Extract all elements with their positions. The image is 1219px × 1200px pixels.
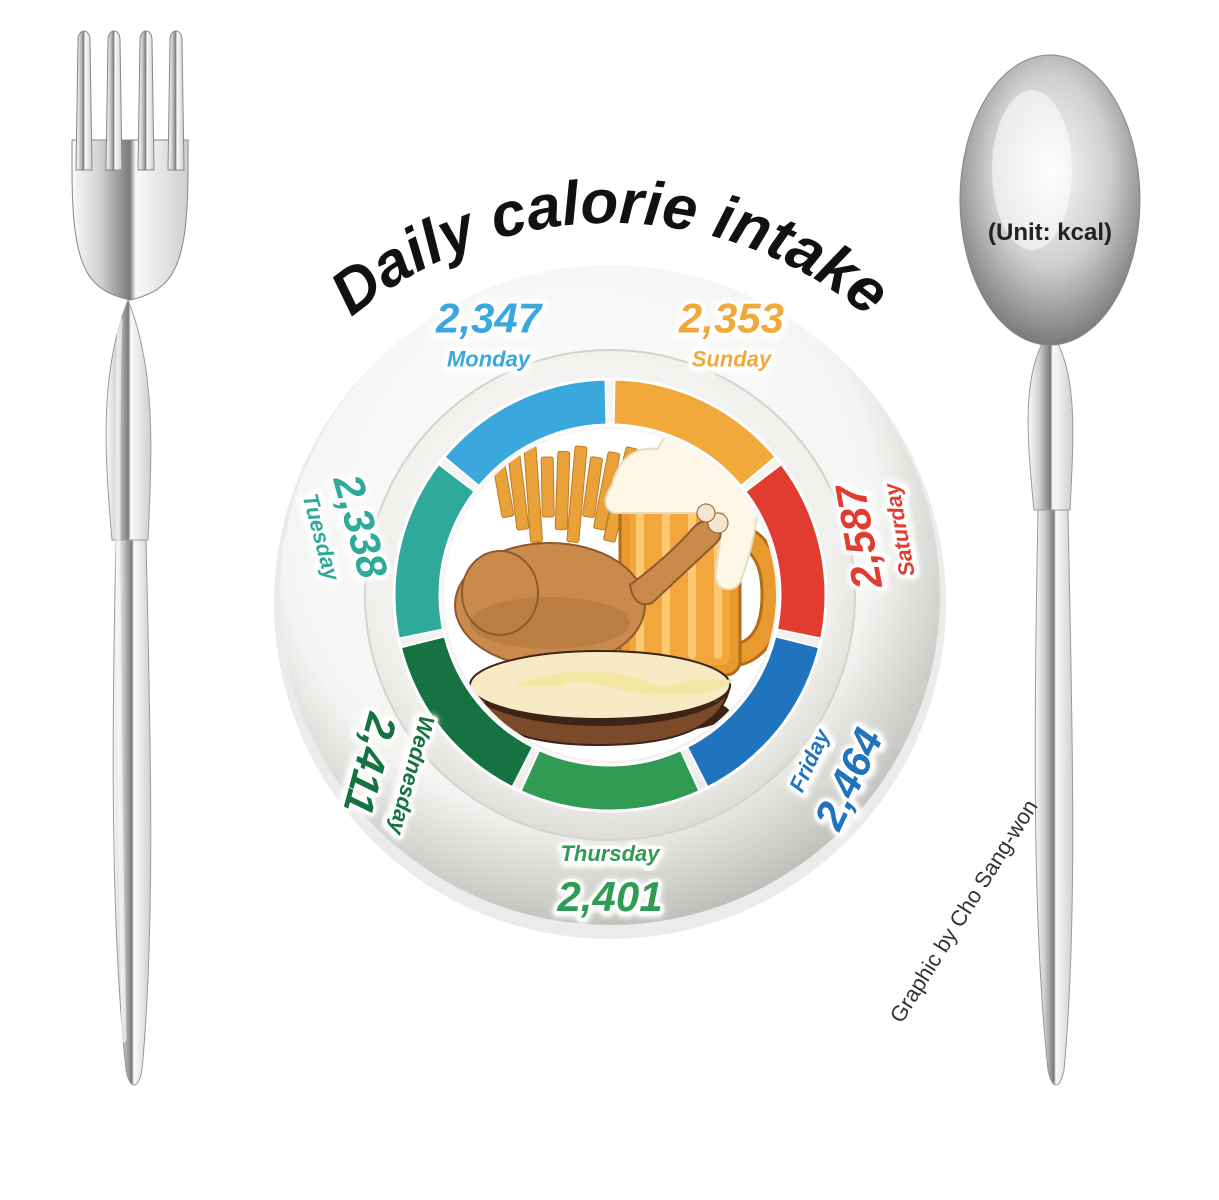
label-monday-day: Monday [447, 347, 532, 372]
label-monday: 2,3472,347MondayMonday [435, 295, 543, 372]
svg-text:Graphic by Cho Sang-won: Graphic by Cho Sang-won [885, 795, 1043, 1027]
infographic-svg: Daily calorie intake(Unit: kcal)2,3532,3… [0, 0, 1219, 1200]
label-sunday-value: 2,353 [678, 295, 784, 342]
fork-icon [72, 31, 188, 1085]
label-thursday-value: 2,401 [556, 873, 662, 920]
label-sunday-day: Sunday [692, 347, 773, 372]
credit-line: Graphic by Cho Sang-won [885, 795, 1043, 1027]
spoon-icon: (Unit: kcal) [960, 55, 1140, 1085]
label-thursday: ThursdayThursday2,4012,401 [556, 841, 662, 920]
label-monday-value: 2,347 [435, 295, 543, 342]
label-thursday-day: Thursday [560, 841, 661, 866]
unit-label: (Unit: kcal) [988, 219, 1112, 246]
label-sunday: 2,3532,353SundaySunday [678, 295, 784, 372]
infographic-stage: Daily calorie intake(Unit: kcal)2,3532,3… [0, 0, 1219, 1200]
